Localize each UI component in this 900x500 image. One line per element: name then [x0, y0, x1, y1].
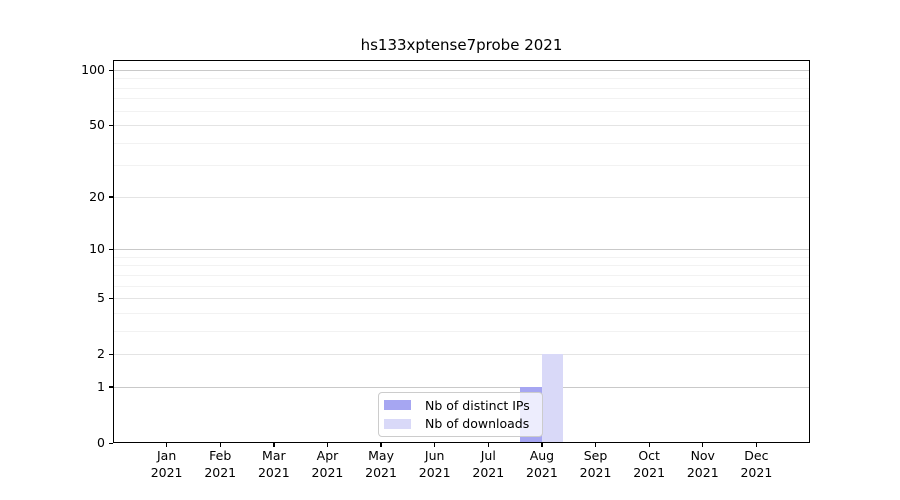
x-tick-apr — [326, 443, 329, 447]
x-tick-label-jun: Jun 2021 — [418, 448, 451, 480]
y-tick-100 — [109, 69, 113, 71]
y-tick-label-20: 20 — [89, 188, 105, 204]
y-tick-2 — [109, 353, 113, 355]
y-tick-1 — [109, 386, 113, 388]
x-tick-label-apr: Apr 2021 — [311, 448, 344, 480]
gridline-minor-y-6 — [113, 285, 810, 287]
bar-downloads-aug — [541, 354, 564, 443]
gridline-minor-y-30 — [113, 165, 810, 167]
legend-item-distinct-ips: Nb of distinct IPs — [384, 397, 536, 414]
y-tick-label-2: 2 — [97, 346, 105, 362]
x-tick-label-jan: Jan 2021 — [150, 448, 183, 480]
x-tick-nov — [702, 443, 704, 447]
y-tick-label-100: 100 — [81, 62, 105, 77]
gridline-minor-y-8 — [113, 265, 810, 267]
gridline-y-100 — [113, 70, 810, 71]
x-tick-label-feb: Feb 2021 — [204, 448, 237, 480]
gridline-y-5 — [113, 298, 810, 300]
chart-title: hs133xptense7probe 2021 — [360, 36, 563, 54]
y-tick-label-10: 10 — [89, 241, 105, 257]
gridline-minor-y-9 — [113, 256, 810, 258]
legend-label-downloads: Nb of downloads — [425, 416, 530, 432]
gridline-y-50 — [113, 125, 810, 127]
y-tick-label-5: 5 — [97, 290, 105, 306]
y-tick-label-50: 50 — [89, 117, 105, 133]
gridline-y-10 — [113, 249, 810, 251]
gridline-y-20 — [113, 196, 810, 198]
axes-frame — [113, 60, 810, 443]
legend-item-downloads: Nb of downloads — [384, 415, 536, 432]
x-tick-label-nov: Nov 2021 — [686, 448, 719, 480]
x-tick-label-jul: Jul 2021 — [472, 448, 505, 480]
y-tick-label-0: 0 — [97, 435, 105, 450]
gridline-minor-y-60 — [113, 110, 810, 112]
plot-area — [113, 60, 810, 443]
y-tick-10 — [109, 248, 113, 250]
x-tick-dec — [755, 443, 758, 447]
x-tick-mar — [273, 443, 275, 447]
x-tick-label-aug: Aug 2021 — [526, 448, 558, 480]
x-tick-jun — [434, 443, 436, 447]
x-tick-label-may: May 2021 — [365, 448, 397, 480]
legend-swatch-downloads — [384, 418, 411, 429]
gridline-minor-y-7 — [113, 274, 810, 276]
y-tick-20 — [109, 196, 113, 198]
gridline-minor-y-90 — [113, 78, 810, 80]
y-tick-0 — [109, 442, 113, 444]
legend-swatch-distinct-ips — [384, 400, 411, 411]
gridline-minor-y-40 — [113, 142, 810, 144]
x-tick-label-dec: Dec 2021 — [740, 448, 773, 480]
gridline-minor-y-70 — [113, 98, 810, 100]
gridline-minor-y-3 — [113, 330, 810, 332]
x-tick-sep — [594, 443, 597, 447]
x-tick-label-mar: Mar 2021 — [257, 448, 290, 480]
legend: Nb of distinct IPs Nb of downloads — [378, 392, 543, 437]
y-tick-label-1: 1 — [97, 378, 105, 394]
gridline-y-1 — [113, 386, 810, 388]
y-tick-50 — [109, 124, 113, 127]
x-tick-jul — [487, 443, 489, 447]
x-tick-may — [380, 443, 382, 447]
gridline-minor-y-4 — [113, 312, 810, 314]
x-tick-jan — [166, 443, 168, 447]
gridline-minor-y-80 — [113, 87, 810, 89]
x-tick-oct — [648, 443, 650, 447]
legend-label-distinct-ips: Nb of distinct IPs — [425, 397, 530, 413]
x-tick-label-oct: Oct 2021 — [633, 448, 666, 480]
gridline-y-2 — [113, 354, 810, 356]
y-tick-5 — [109, 297, 113, 299]
x-tick-aug — [541, 443, 543, 447]
x-tick-feb — [219, 443, 221, 447]
x-tick-label-sep: Sep 2021 — [579, 448, 612, 480]
